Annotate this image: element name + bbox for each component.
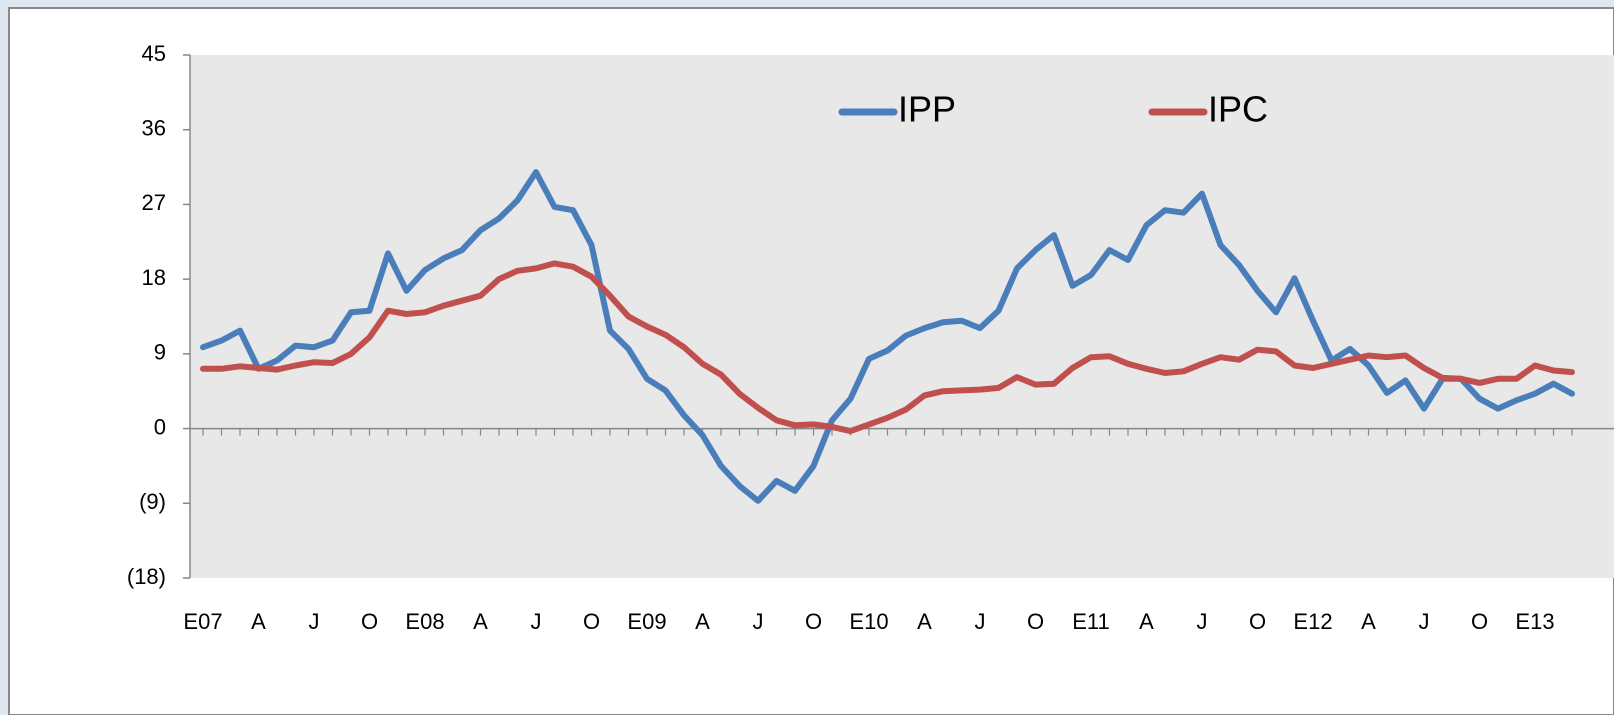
x-tick-label: E10 — [849, 609, 888, 634]
x-tick-label: J — [975, 609, 986, 634]
y-tick-label: 9 — [154, 340, 166, 365]
x-tick-label: O — [1249, 609, 1266, 634]
series-line — [200, 260, 1575, 435]
x-tick-label: J — [1419, 609, 1430, 634]
x-tick-label: O — [1471, 609, 1488, 634]
plot-area — [190, 55, 1614, 578]
x-tick-label: J — [1197, 609, 1208, 634]
y-tick-label: (18) — [127, 564, 166, 589]
x-tick-label: O — [805, 609, 822, 634]
x-tick-label: A — [695, 609, 710, 634]
x-tick-label: E11 — [1072, 609, 1110, 634]
x-tick-label: J — [309, 609, 320, 634]
legend: IPP IPC — [838, 89, 1268, 130]
x-tick-label: J — [531, 609, 542, 634]
y-tick-label: 0 — [154, 414, 166, 439]
x-tick-label: J — [753, 609, 764, 634]
x-tick-label: O — [361, 609, 378, 634]
legend-label: IPP — [898, 89, 956, 130]
y-tick-label: 18 — [142, 265, 166, 290]
y-tick-label: 45 — [142, 41, 166, 66]
lines — [200, 169, 1575, 504]
x-tick-label: A — [251, 609, 266, 634]
x-tick-label: A — [1139, 609, 1154, 634]
x-tick-label: E08 — [405, 609, 444, 634]
x-tick-label: E09 — [627, 609, 666, 634]
x-tick-label: E12 — [1293, 609, 1332, 634]
x-tick-label: A — [473, 609, 488, 634]
x-tick-label: E07 — [183, 609, 222, 634]
x-tick-label: A — [1361, 609, 1376, 634]
y-tick-label: 27 — [142, 190, 166, 215]
x-tick-label: O — [1027, 609, 1044, 634]
x-tick-label: E13 — [1515, 609, 1554, 634]
legend-label: IPC — [1208, 89, 1268, 130]
y-tick-label: (9) — [139, 489, 166, 514]
axes: (18) (9) 0 9 18 27 36 45 E07 A J O E08 A J O E09 A J O E10 A J… — [127, 41, 1614, 634]
x-tick-label: A — [917, 609, 932, 634]
x-tick-label: O — [583, 609, 600, 634]
series-line — [200, 169, 1575, 504]
y-tick-label: 36 — [142, 116, 166, 141]
